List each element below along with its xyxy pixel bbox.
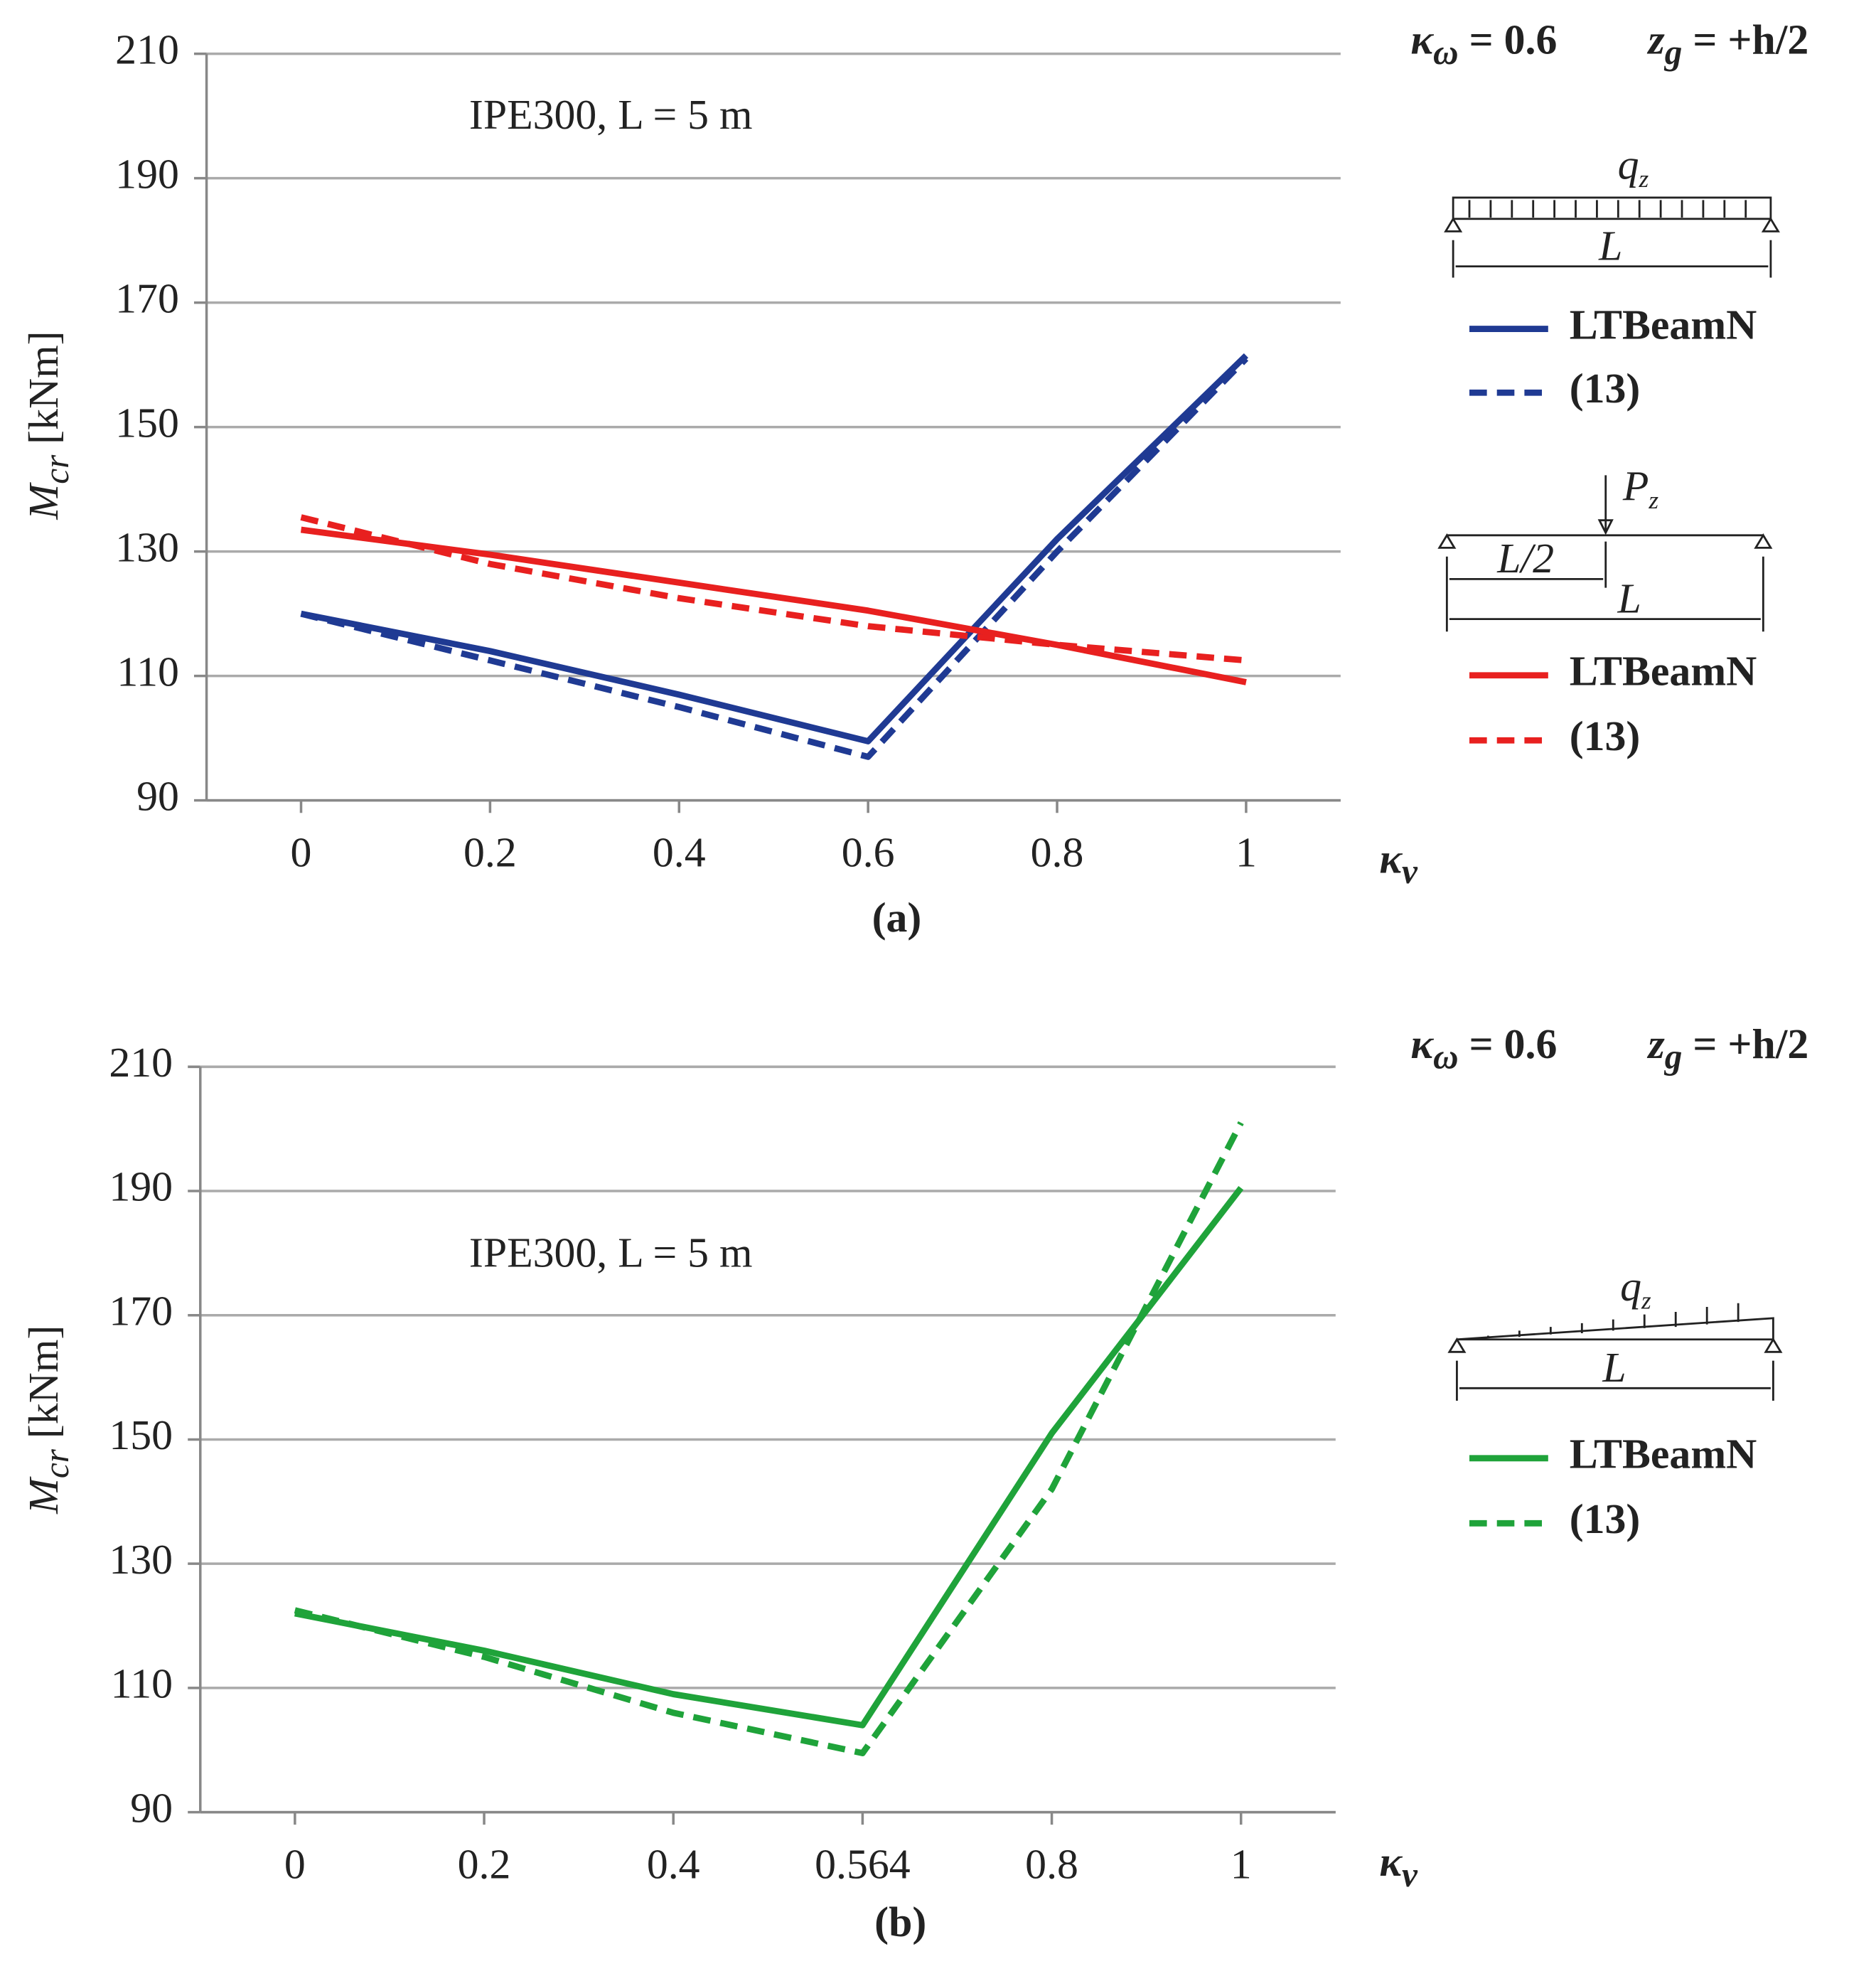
x-axis-label: κν xyxy=(1379,835,1418,891)
annotation: κω = 0.6 xyxy=(1410,1020,1557,1077)
annotation-main: z xyxy=(1647,16,1666,63)
x-axis-label-main: κ xyxy=(1379,835,1403,882)
y-tick-label: 170 xyxy=(115,274,179,321)
legend-label: (13) xyxy=(1570,365,1641,412)
diagram-label-sub: z xyxy=(1648,486,1658,514)
annotation-main: z xyxy=(1647,1020,1666,1067)
diagram-label-main: q xyxy=(1618,141,1639,188)
diagram-label-main: P xyxy=(1622,462,1649,509)
legend-label: LTBeamN xyxy=(1570,1431,1757,1478)
annotation: zg = +h/2 xyxy=(1647,1020,1809,1077)
y-axis-label-sub: cr xyxy=(37,454,76,484)
y-axis-label-sub: cr xyxy=(37,1448,76,1478)
y-tick-label: 210 xyxy=(115,26,179,73)
annotation-tail: = 0.6 xyxy=(1459,1020,1558,1067)
diagram-label: L xyxy=(1598,222,1622,269)
diagram-label: L xyxy=(1602,1344,1626,1391)
y-tick-label: 210 xyxy=(109,1039,173,1086)
y-axis-label-main: M xyxy=(20,1476,67,1515)
y-tick-label: 170 xyxy=(109,1287,173,1334)
series-line xyxy=(300,514,1247,664)
panel-label: (a) xyxy=(872,894,922,941)
diagram-label: L/2 xyxy=(1496,535,1554,582)
annotation-sub: ω xyxy=(1433,1037,1459,1077)
annotation-main: κ xyxy=(1410,16,1434,63)
x-tick-label: 1 xyxy=(1236,829,1257,876)
x-axis-label-sub: ν xyxy=(1402,852,1418,891)
y-tick-label: 90 xyxy=(130,1784,173,1831)
y-tick-label: 110 xyxy=(111,1660,173,1707)
series-line xyxy=(300,356,1249,760)
x-axis-label-sub: ν xyxy=(1402,1855,1418,1894)
legend-label: LTBeamN xyxy=(1570,648,1757,695)
x-tick-label: 0 xyxy=(291,829,312,876)
diagram-label: Pz xyxy=(1622,462,1659,514)
annotation-main: κ xyxy=(1410,1020,1434,1067)
x-tick-label: 0 xyxy=(284,1840,306,1887)
load-diagram-a2 xyxy=(1437,475,1773,632)
annotation-sub: g xyxy=(1664,33,1683,72)
y-axis-label: Mcr [kNm] xyxy=(20,1325,76,1515)
diagram-label: qz xyxy=(1620,1263,1651,1315)
load-diagram-b xyxy=(1447,1303,1783,1401)
diagram-label-main: q xyxy=(1620,1263,1641,1310)
annotation-tail: = +h/2 xyxy=(1682,1020,1808,1067)
y-tick-label: 150 xyxy=(115,399,179,446)
series-line xyxy=(294,1121,1244,1756)
x-tick-label: 0.4 xyxy=(647,1840,700,1887)
series-line xyxy=(294,1185,1244,1729)
annotation: κω = 0.6 xyxy=(1410,16,1557,72)
y-tick-label: 130 xyxy=(115,523,179,570)
diagram-label-sub: z xyxy=(1639,165,1649,193)
y-axis-label-tail: [kNm] xyxy=(20,331,67,454)
annotation-tail: = 0.6 xyxy=(1459,16,1558,63)
x-tick-label: 0.2 xyxy=(463,829,517,876)
y-axis-label-main: M xyxy=(20,482,67,520)
y-axis-label-tail: [kNm] xyxy=(20,1325,67,1449)
load-diagram-a1 xyxy=(1444,196,1780,278)
legend-label: LTBeamN xyxy=(1570,301,1757,348)
legend-label: (13) xyxy=(1570,712,1641,759)
y-tick-label: 190 xyxy=(115,150,179,197)
y-tick-label: 190 xyxy=(109,1163,173,1210)
x-tick-label: 0.564 xyxy=(815,1840,911,1887)
x-tick-label: 0.2 xyxy=(458,1840,511,1887)
x-axis-label-main: κ xyxy=(1379,1838,1403,1885)
annotation: IPE300, L = 5 m xyxy=(469,1229,753,1276)
y-tick-label: 150 xyxy=(109,1411,173,1458)
diagram-label: qz xyxy=(1618,141,1649,193)
x-tick-label: 1 xyxy=(1231,1840,1252,1887)
panel-label: (b) xyxy=(874,1898,926,1945)
diagram-label: L xyxy=(1617,575,1641,621)
annotation-tail: = +h/2 xyxy=(1682,16,1808,63)
annotation: IPE300, L = 5 m xyxy=(469,91,753,138)
y-axis-label: Mcr [kNm] xyxy=(20,331,76,520)
annotation: zg = +h/2 xyxy=(1647,16,1809,72)
y-tick-label: 110 xyxy=(117,648,178,695)
annotation-sub: g xyxy=(1664,1037,1683,1077)
x-tick-label: 0.4 xyxy=(653,829,706,876)
diagram-label-sub: z xyxy=(1641,1287,1651,1315)
series-line xyxy=(300,526,1247,685)
x-tick-label: 0.8 xyxy=(1025,1840,1078,1887)
legend-label: (13) xyxy=(1570,1495,1641,1542)
y-tick-label: 130 xyxy=(109,1536,173,1583)
series-line xyxy=(300,353,1248,744)
x-tick-label: 0.6 xyxy=(842,829,895,876)
annotation-sub: ω xyxy=(1433,33,1459,72)
x-axis-label: κν xyxy=(1379,1838,1418,1894)
y-tick-label: 90 xyxy=(136,772,179,819)
x-tick-label: 0.8 xyxy=(1031,829,1084,876)
